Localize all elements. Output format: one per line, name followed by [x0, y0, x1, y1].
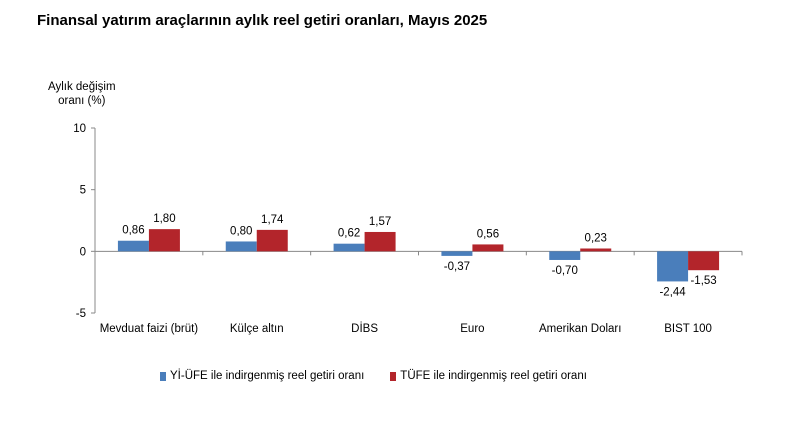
data-label: 1,80 — [153, 213, 175, 225]
y-axis-label-line1: Aylık değişim — [48, 81, 116, 93]
y-tick-label: -5 — [76, 308, 86, 320]
data-label: -0,37 — [444, 261, 470, 273]
y-axis-label: Aylık değişim oranı (%) — [48, 80, 116, 108]
bar-tufe — [688, 251, 720, 271]
data-label: -1,53 — [690, 275, 716, 287]
y-tick-label: 10 — [73, 123, 86, 135]
bar-tufe — [256, 229, 288, 252]
data-label: 0,56 — [477, 228, 499, 240]
x-tick-label: BIST 100 — [664, 323, 712, 335]
bar-yiufe — [225, 241, 257, 252]
bar-yiufe — [117, 240, 149, 252]
data-label: 0,80 — [230, 225, 252, 237]
bar-tufe — [580, 248, 612, 252]
data-label: -2,44 — [659, 286, 686, 298]
x-tick-label: DİBS — [351, 322, 378, 335]
x-tick-label: Euro — [460, 323, 484, 335]
x-tick-label: Külçe altın — [230, 323, 284, 335]
bar-yiufe — [441, 251, 473, 256]
legend-swatch-tufe — [390, 371, 397, 381]
legend-label-yiufe: Yİ-ÜFE ile indirgenmiş reel getiri oranı — [170, 370, 365, 382]
x-tick-label: Amerikan Doları — [539, 323, 621, 335]
data-label: 0,23 — [585, 232, 607, 244]
chart-title: Finansal yatırım araçlarının aylık reel … — [37, 12, 488, 29]
y-tick-label: 0 — [80, 246, 86, 258]
bar-tufe — [364, 231, 396, 252]
legend-item-tufe: TÜFE ile indirgenmiş reel getiri oranı — [390, 370, 587, 382]
bar-yiufe — [333, 243, 365, 252]
bar-yiufe — [549, 251, 581, 260]
data-label: -0,70 — [552, 265, 578, 277]
legend: Yİ-ÜFE ile indirgenmiş reel getiri oranı… — [160, 370, 587, 382]
bar-tufe — [472, 244, 504, 252]
legend-swatch-yiufe — [160, 371, 166, 381]
bar-yiufe — [657, 251, 689, 282]
y-axis-label-line2: oranı (%) — [58, 95, 106, 107]
data-label: 0,62 — [338, 228, 360, 240]
x-tick-label: Mevduat faizi (brüt) — [100, 323, 199, 335]
bar-tufe — [148, 229, 180, 252]
legend-label-tufe: TÜFE ile indirgenmiş reel getiri oranı — [400, 370, 587, 382]
y-tick-label: 5 — [80, 185, 86, 197]
legend-item-yiufe: Yİ-ÜFE ile indirgenmiş reel getiri oranı — [160, 370, 364, 382]
data-label: 0,86 — [122, 225, 144, 237]
data-label: 1,74 — [261, 214, 284, 226]
data-label: 1,57 — [369, 216, 391, 228]
